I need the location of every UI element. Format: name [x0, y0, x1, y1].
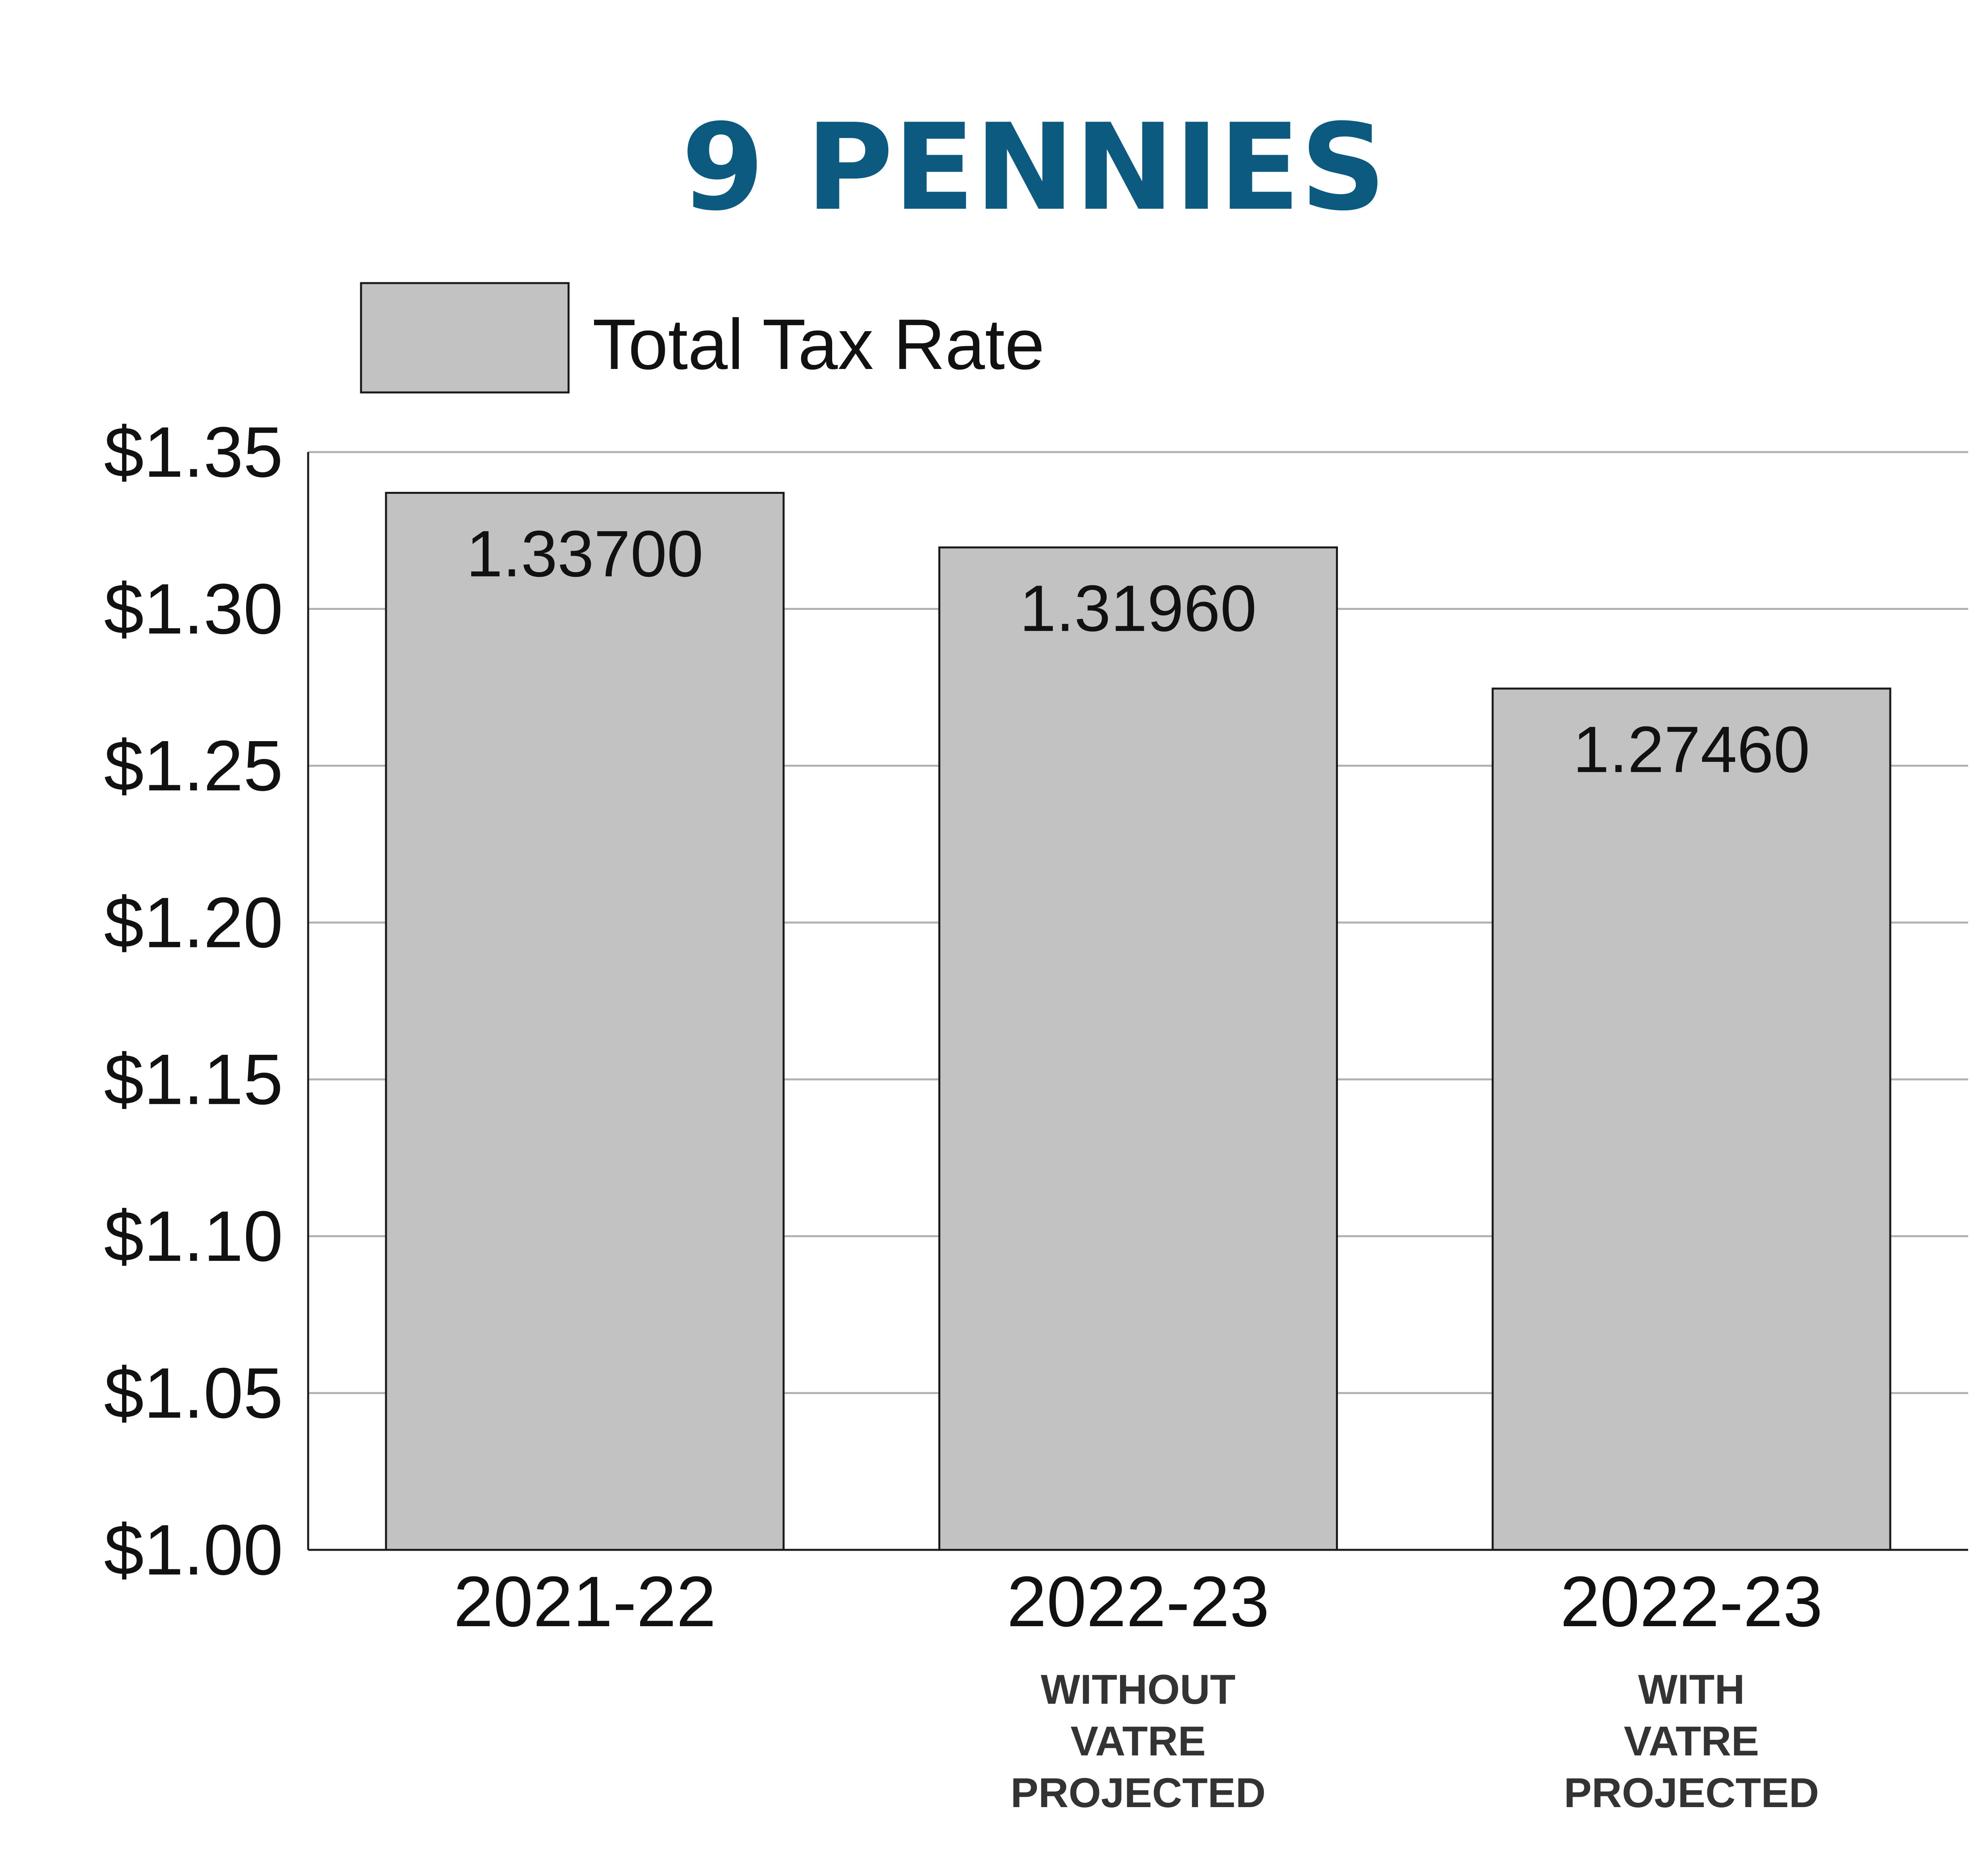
y-tick-label: $1.30 — [104, 569, 283, 649]
x-tick-sublabel: VATRE — [1070, 1718, 1206, 1765]
x-tick-label: 2022-23 — [1007, 1562, 1270, 1642]
x-tick-label: 2022-23 — [1560, 1562, 1823, 1642]
x-axis-labels: 2021-22 2022-23 WITHOUT VATRE PROJECTED 2022-… — [454, 1562, 1823, 1816]
y-tick-label: $1.05 — [104, 1353, 283, 1433]
y-axis-ticks: $1.00 $1.05 $1.10 $1.15 $1.20 $1.25 $1.30 $1.35 — [104, 412, 283, 1590]
bar — [385, 492, 785, 1551]
bar — [1491, 687, 1891, 1551]
data-label: 1.27460 — [1573, 713, 1810, 786]
data-label: 1.31960 — [1019, 572, 1256, 645]
axes — [307, 452, 1968, 1551]
bar — [938, 546, 1338, 1551]
data-label: 1.33700 — [466, 517, 703, 590]
x-tick-label: 2021-22 — [454, 1562, 716, 1642]
x-tick-sublabel: WITH — [1638, 1666, 1745, 1713]
legend: Total Tax Rate — [360, 282, 1044, 394]
y-tick-label: $1.10 — [104, 1196, 283, 1276]
legend-label: Total Tax Rate — [592, 305, 1044, 384]
legend-swatch — [360, 282, 570, 394]
x-tick-sublabel: WITHOUT — [1041, 1666, 1236, 1713]
y-tick-label: $1.00 — [104, 1510, 283, 1590]
y-tick-label: $1.25 — [104, 726, 283, 806]
x-tick-sublabel: PROJECTED — [1011, 1770, 1266, 1816]
y-tick-label: $1.15 — [104, 1040, 283, 1120]
y-tick-label: $1.20 — [104, 883, 283, 963]
chart-title: 9 PENNIES — [681, 98, 1386, 237]
bars: 1.33700 1.31960 1.27460 — [385, 492, 1891, 1551]
x-tick-sublabel: VATRE — [1624, 1718, 1759, 1765]
x-tick-sublabel: PROJECTED — [1564, 1770, 1819, 1816]
y-tick-label: $1.35 — [104, 412, 283, 492]
